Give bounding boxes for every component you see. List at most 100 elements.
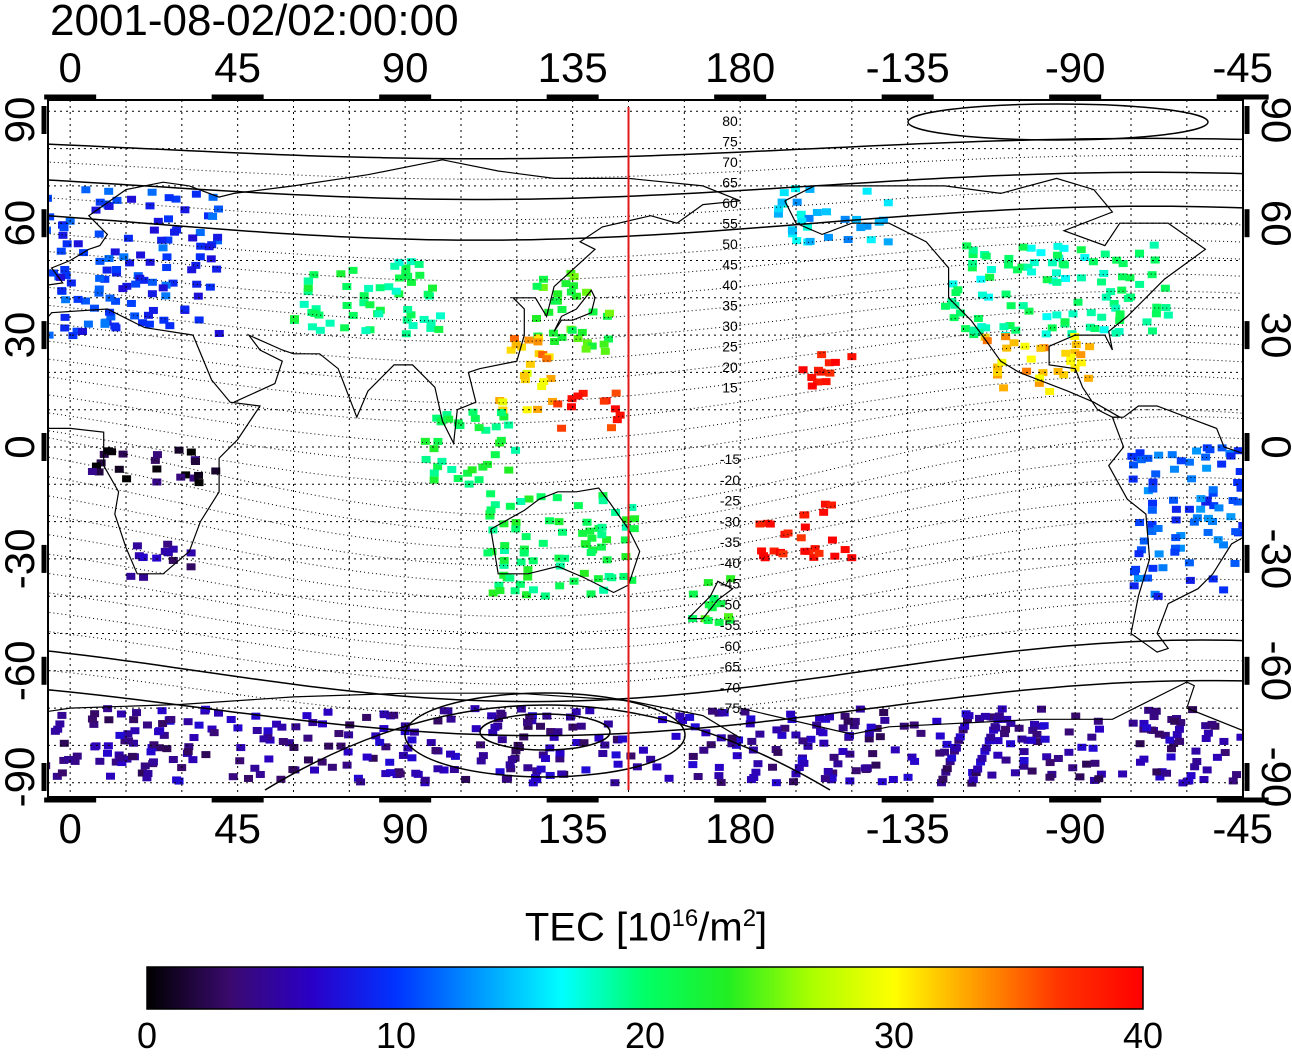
tec-cell: [714, 763, 724, 771]
tec-cell: [488, 729, 498, 737]
tec-cell: [187, 266, 197, 274]
tec-cell: [1146, 726, 1156, 734]
tec-cell: [126, 299, 136, 307]
tec-cell: [1001, 333, 1011, 341]
tec-cell: [233, 724, 243, 732]
tec-cell: [1042, 276, 1052, 284]
tec-cell: [1041, 330, 1051, 338]
tec-cell: [798, 737, 808, 745]
tec-cell: [619, 572, 629, 580]
tec-cell: [213, 205, 223, 213]
magnetic-latitude-contour: [48, 290, 1243, 343]
magnetic-latitude-contour: [48, 639, 1243, 703]
tec-cell: [522, 406, 532, 414]
tec-cell: [476, 757, 486, 765]
magnetic-latitude-contour: [48, 239, 1243, 282]
magnetic-latitude-label: 15: [722, 380, 738, 396]
tec-cell: [95, 274, 105, 282]
tec-cell: [610, 405, 620, 413]
tec-cell: [883, 238, 893, 246]
tec-cell: [1039, 722, 1049, 730]
longitude-tick-label-bottom: 90: [382, 805, 429, 852]
latitude-tick-label-right: 0: [1253, 435, 1292, 458]
magnetic-latitude-label: -35: [720, 534, 740, 550]
tec-cell: [1236, 733, 1243, 741]
tec-cell: [391, 287, 401, 295]
tec-cell: [1017, 263, 1027, 271]
tec-cell: [414, 260, 424, 268]
tec-cell: [510, 587, 520, 595]
tec-cell: [259, 735, 269, 743]
tec-cell: [941, 768, 951, 776]
tec-cell: [73, 240, 83, 248]
tec-cell: [1176, 457, 1186, 465]
tec-cell: [429, 445, 439, 453]
tec-cell: [1201, 735, 1211, 743]
tec-cell: [209, 729, 219, 737]
tec-cell: [1149, 713, 1159, 721]
longitude-tick-label-top: -135: [866, 44, 950, 91]
tec-cell: [89, 304, 99, 312]
map-frame: [47, 99, 1244, 798]
tec-cell: [1123, 294, 1133, 302]
tec-cell: [1192, 757, 1202, 765]
tec-cell: [545, 744, 555, 752]
tec-cell: [582, 518, 592, 526]
tec-cell: [1165, 736, 1175, 744]
tec-cell: [407, 736, 417, 744]
tec-cell: [304, 277, 314, 285]
tec-cell: [746, 715, 756, 723]
tec-cell: [128, 739, 138, 747]
tec-cell: [28, 287, 37, 294]
magnetic-latitude-contour: [48, 619, 1243, 686]
tec-cell: [1184, 505, 1194, 513]
tec-cell: [29, 255, 38, 262]
tec-cell: [999, 384, 1009, 392]
tec-cell: [1154, 730, 1164, 738]
tec-cell: [12, 278, 21, 285]
tec-cell: [1226, 513, 1236, 521]
longitude-tick-label-bottom: -135: [866, 805, 950, 852]
tec-cell: [1143, 574, 1153, 582]
tec-cell: [1034, 379, 1044, 387]
tec-cell: [845, 732, 855, 740]
tec-cell: [1027, 767, 1037, 775]
north-pole-contour: [907, 103, 1209, 141]
colorbar: [146, 966, 1144, 1010]
tec-cell: [1147, 520, 1157, 528]
tec-cell: [977, 754, 987, 762]
tec-cell: [152, 465, 162, 473]
tec-cell: [620, 536, 630, 544]
tec-cell: [62, 240, 72, 248]
magnetic-latitude-contour: [48, 205, 1243, 241]
tec-cell: [191, 261, 201, 269]
tec-cell: [511, 519, 521, 527]
tec-cell: [1019, 748, 1029, 756]
tec-cell: [546, 728, 556, 736]
latitude-tick-label-left: -60: [0, 640, 43, 701]
tec-cell: [774, 205, 784, 213]
tec-cell: [1154, 550, 1164, 558]
tec-cell: [1139, 755, 1149, 763]
tec-cell: [470, 414, 480, 422]
tec-cell: [336, 270, 346, 278]
tec-cell: [176, 473, 186, 481]
tec-cell: [423, 290, 433, 298]
tec-cell: [573, 502, 583, 510]
tec-cell: [1147, 327, 1157, 335]
magnetic-latitude-contour: [48, 538, 1243, 618]
latitude-tick-label-left: -90: [0, 747, 43, 808]
tec-cell: [557, 306, 567, 314]
tec-region-north-america: [941, 241, 1173, 339]
tec-cell: [993, 737, 1003, 745]
tec-cell: [1118, 260, 1128, 268]
tec-cell: [402, 316, 412, 324]
tec-cell: [116, 710, 126, 718]
tec-cell: [561, 280, 571, 288]
tec-cell: [1027, 268, 1037, 276]
tec-cell: [311, 305, 321, 313]
tec-cell: [147, 188, 157, 196]
tec-cell: [505, 574, 515, 582]
tec-cell: [817, 351, 827, 359]
tec-cell: [490, 451, 500, 459]
